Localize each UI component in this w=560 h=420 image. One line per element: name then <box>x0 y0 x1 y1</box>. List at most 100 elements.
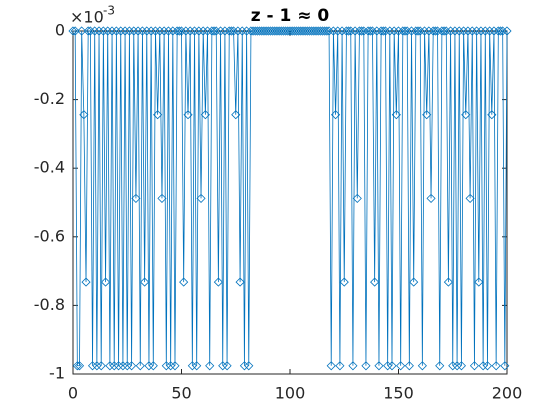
data-point <box>163 26 174 36</box>
data-point <box>437 26 447 36</box>
data-point <box>268 26 278 36</box>
data-point <box>224 26 234 36</box>
data-point <box>461 110 471 120</box>
data-point <box>207 26 217 36</box>
data-point <box>472 26 482 36</box>
data-point <box>77 26 87 36</box>
data-point <box>409 277 419 287</box>
data-point <box>285 26 295 36</box>
data-point <box>465 193 475 203</box>
data-point <box>161 361 171 371</box>
data-point <box>448 361 458 371</box>
data-point <box>272 26 282 36</box>
data-point <box>487 110 497 120</box>
data-point <box>248 26 258 36</box>
data-point <box>198 26 208 36</box>
data-point <box>200 110 210 120</box>
data-point <box>454 26 464 36</box>
data-point <box>391 110 401 120</box>
data-point <box>300 26 310 36</box>
data-point <box>402 26 412 36</box>
data-point <box>189 26 200 36</box>
data-point <box>196 193 206 203</box>
x-tick-label: 50 <box>171 384 191 403</box>
data-point <box>244 361 254 371</box>
data-point <box>155 26 165 36</box>
data-point <box>426 193 436 203</box>
data-point <box>352 193 362 203</box>
data-point <box>109 361 119 371</box>
data-point <box>339 277 349 287</box>
data-point <box>370 277 380 287</box>
data-point <box>322 26 332 36</box>
data-point <box>311 26 321 36</box>
data-point <box>289 26 299 36</box>
data-point <box>287 26 297 36</box>
data-point <box>185 26 195 36</box>
data-point <box>153 110 163 120</box>
data-point <box>129 26 139 36</box>
data-point <box>357 26 367 36</box>
data-point <box>276 26 286 36</box>
data-point <box>229 26 239 36</box>
y-tick-label: -0.2 <box>34 89 65 108</box>
data-point <box>413 26 423 36</box>
data-point <box>398 26 408 36</box>
data-point <box>315 26 325 36</box>
data-point <box>242 26 252 36</box>
data-point <box>450 26 460 36</box>
data-point <box>430 26 440 36</box>
data-point <box>226 26 236 36</box>
data-point <box>79 110 89 120</box>
data-point <box>146 26 156 36</box>
data-point <box>250 26 260 36</box>
data-point <box>124 26 134 36</box>
data-point <box>367 26 378 36</box>
x-tick-label: 150 <box>383 384 414 403</box>
data-point <box>107 26 117 36</box>
data-point <box>168 26 178 36</box>
data-point <box>350 26 360 36</box>
data-point <box>239 361 249 371</box>
data-point <box>255 26 265 36</box>
data-point <box>105 361 115 371</box>
data-point <box>326 361 336 371</box>
data-point <box>387 361 397 371</box>
data-point <box>341 26 351 36</box>
data-point <box>406 26 417 36</box>
data-point <box>354 26 365 36</box>
data-point <box>365 26 375 36</box>
data-point <box>383 361 393 371</box>
data-point <box>202 26 213 36</box>
data-point <box>261 26 271 36</box>
data-point <box>435 361 445 371</box>
data-point <box>493 26 503 36</box>
data-point <box>404 361 414 371</box>
data-point <box>96 361 106 371</box>
data-point <box>335 361 345 371</box>
data-point <box>252 26 263 36</box>
data-point <box>443 277 453 287</box>
data-point <box>482 361 493 371</box>
data-point <box>235 277 245 287</box>
data-point <box>127 361 137 371</box>
data-point <box>181 26 191 36</box>
data-point <box>92 361 102 371</box>
data-point <box>259 26 269 36</box>
data-point <box>159 26 169 36</box>
data-point <box>495 26 506 36</box>
data-point <box>144 361 154 371</box>
data-point <box>337 26 347 36</box>
data-point <box>87 361 98 371</box>
data-point <box>320 26 330 36</box>
data-point <box>122 361 132 371</box>
data-point <box>70 26 80 36</box>
data-point <box>359 26 369 36</box>
data-point <box>85 26 95 36</box>
data-point <box>218 361 228 371</box>
data-point <box>478 361 488 371</box>
data-point <box>372 26 382 36</box>
data-point <box>283 26 293 36</box>
data-point <box>257 26 267 36</box>
